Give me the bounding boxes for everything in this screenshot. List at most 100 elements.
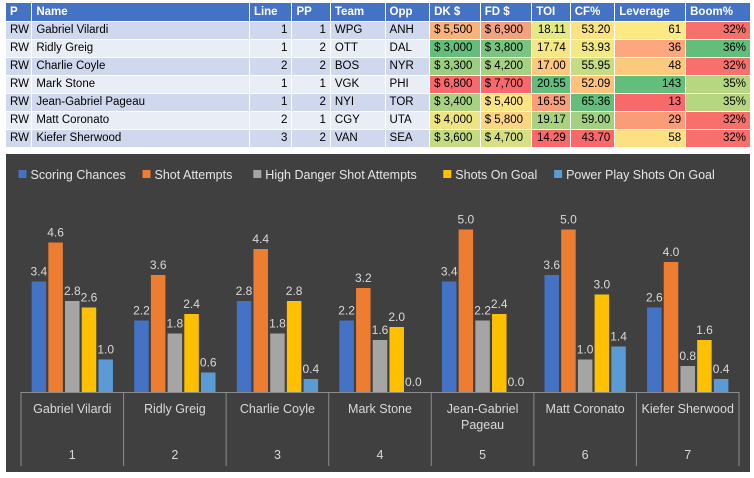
cell-position: RW bbox=[4, 93, 33, 112]
bar[interactable] bbox=[389, 327, 404, 392]
header-opp[interactable]: Opp bbox=[384, 2, 431, 22]
table-row[interactable]: RW Jean-Gabriel Pageau 1 2 NYI TOR $ 3,400 $ 5,… bbox=[4, 93, 751, 112]
table-row[interactable]: RW Charlie Coyle 2 2 BOS NYR $ 3,300 $ 4,200 17.… bbox=[4, 57, 751, 76]
bar[interactable] bbox=[544, 275, 559, 392]
x-tick-label: Gabriel Vilardi bbox=[33, 402, 111, 416]
cell-position: RW bbox=[4, 57, 33, 76]
header-pp[interactable]: PP bbox=[291, 2, 331, 22]
cell-position: RW bbox=[4, 75, 33, 94]
bar[interactable] bbox=[31, 281, 47, 393]
cell-dk-salary: $ 5,500 bbox=[429, 21, 481, 40]
header-dk[interactable]: DK $ bbox=[429, 2, 481, 22]
bar[interactable] bbox=[48, 242, 63, 393]
bar[interactable] bbox=[65, 301, 80, 392]
header-leverage[interactable]: Leverage bbox=[614, 2, 687, 22]
bar[interactable] bbox=[713, 379, 729, 392]
cell-dk-salary: $ 3,400 bbox=[429, 93, 481, 112]
data-label: 2.8 bbox=[286, 284, 303, 298]
bar[interactable] bbox=[98, 359, 113, 393]
bar[interactable] bbox=[475, 320, 490, 393]
bar[interactable] bbox=[561, 229, 576, 393]
header-fd[interactable]: FD $ bbox=[479, 2, 533, 22]
x-group-label: 6 bbox=[582, 448, 589, 462]
bar[interactable] bbox=[647, 307, 662, 393]
bar[interactable] bbox=[577, 359, 593, 393]
bar[interactable] bbox=[303, 379, 319, 392]
cell-boom: 36% bbox=[685, 39, 751, 58]
data-label: 4.6 bbox=[47, 226, 64, 240]
header-name[interactable]: Name bbox=[31, 2, 250, 22]
header-p[interactable]: P bbox=[4, 2, 33, 22]
table-row[interactable]: RW Kiefer Sherwood 3 2 VAN SEA $ 3,600 $ 4,700 1… bbox=[4, 129, 751, 148]
cell-boom: 35% bbox=[685, 93, 751, 112]
x-tick-label: Jean-Gabriel bbox=[447, 402, 519, 416]
bar[interactable] bbox=[286, 301, 302, 392]
bar[interactable] bbox=[270, 333, 285, 393]
legend-swatch[interactable] bbox=[18, 170, 27, 178]
bar[interactable] bbox=[81, 307, 97, 393]
cell-toi: 18.11 bbox=[531, 21, 571, 40]
bar[interactable] bbox=[697, 340, 712, 392]
cell-toi: 14.29 bbox=[531, 129, 571, 148]
data-label: 4.0 bbox=[663, 245, 680, 259]
table-header-row: P Name Line PP Team Opp DK $ FD $ TOI CF… bbox=[4, 2, 751, 22]
data-label: 2.8 bbox=[64, 284, 81, 298]
header-team[interactable]: Team bbox=[329, 2, 386, 22]
legend-label[interactable]: Scoring Chances bbox=[31, 168, 126, 182]
bar[interactable] bbox=[458, 229, 474, 393]
cell-boom: 32% bbox=[685, 129, 751, 148]
legend-label[interactable]: Power Play Shots On Goal bbox=[566, 168, 715, 182]
cell-team: VAN bbox=[329, 129, 386, 148]
cell-toi: 17.74 bbox=[531, 39, 571, 58]
legend-swatch[interactable] bbox=[443, 170, 452, 178]
bar[interactable] bbox=[611, 346, 626, 393]
cell-line: 1 bbox=[248, 93, 293, 112]
bar[interactable] bbox=[680, 366, 695, 392]
cell-fd-salary: $ 4,700 bbox=[479, 129, 533, 148]
data-label: 2.0 bbox=[388, 310, 405, 324]
bar[interactable] bbox=[372, 340, 388, 392]
data-label: 1.4 bbox=[610, 330, 627, 344]
header-toi[interactable]: TOI bbox=[531, 2, 571, 22]
legend-swatch[interactable] bbox=[554, 170, 563, 178]
cell-leverage: 36 bbox=[614, 39, 687, 58]
bar[interactable] bbox=[594, 294, 610, 393]
bar[interactable] bbox=[253, 249, 268, 392]
cell-pp: 2 bbox=[291, 129, 331, 148]
legend-label[interactable]: Shot Attempts bbox=[155, 168, 233, 182]
cell-leverage: 48 bbox=[614, 57, 687, 76]
bar[interactable] bbox=[339, 320, 354, 393]
bar[interactable] bbox=[236, 301, 252, 392]
bar[interactable] bbox=[150, 275, 166, 392]
bar[interactable] bbox=[492, 314, 507, 392]
bar[interactable] bbox=[441, 281, 457, 393]
header-boom[interactable]: Boom% bbox=[685, 2, 751, 22]
cell-fd-salary: $ 5,800 bbox=[479, 111, 533, 130]
table-row[interactable]: RW Matt Coronato 2 1 CGY UTA $ 4,000 $ 5,800 19.… bbox=[4, 111, 751, 130]
bar[interactable] bbox=[356, 288, 371, 392]
player-stats-table: P Name Line PP Team Opp DK $ FD $ TOI CF… bbox=[4, 2, 751, 148]
table-row[interactable]: RW Mark Stone 1 1 VGK PHI $ 6,800 $ 7,700 20.55 5… bbox=[4, 75, 751, 94]
cell-team: CGY bbox=[329, 111, 386, 130]
cell-leverage: 61 bbox=[614, 21, 687, 40]
legend-swatch[interactable] bbox=[142, 170, 151, 178]
header-line[interactable]: Line bbox=[248, 2, 293, 22]
bar[interactable] bbox=[134, 320, 149, 393]
table-row[interactable]: RW Ridly Greig 1 2 OTT DAL $ 3,000 $ 3,800 17.74… bbox=[4, 39, 751, 58]
cell-line: 1 bbox=[248, 39, 293, 58]
data-label: 1.6 bbox=[372, 323, 389, 337]
cell-team: OTT bbox=[329, 39, 386, 58]
legend-label[interactable]: Shots On Goal bbox=[455, 168, 537, 182]
cell-leverage: 29 bbox=[614, 111, 687, 130]
bar[interactable] bbox=[167, 333, 183, 393]
header-cf[interactable]: CF% bbox=[569, 2, 616, 22]
bar[interactable] bbox=[184, 314, 199, 392]
cell-boom: 32% bbox=[685, 57, 751, 76]
bar[interactable] bbox=[201, 372, 216, 393]
bar[interactable] bbox=[663, 262, 679, 392]
legend-label[interactable]: High Danger Shot Attempts bbox=[265, 168, 416, 182]
legend-swatch[interactable] bbox=[253, 170, 262, 178]
data-label: 2.2 bbox=[133, 304, 150, 318]
cell-team: NYI bbox=[329, 93, 386, 112]
table-row[interactable]: RW Gabriel Vilardi 1 1 WPG ANH $ 5,500 $ 6,900 1… bbox=[4, 21, 751, 40]
